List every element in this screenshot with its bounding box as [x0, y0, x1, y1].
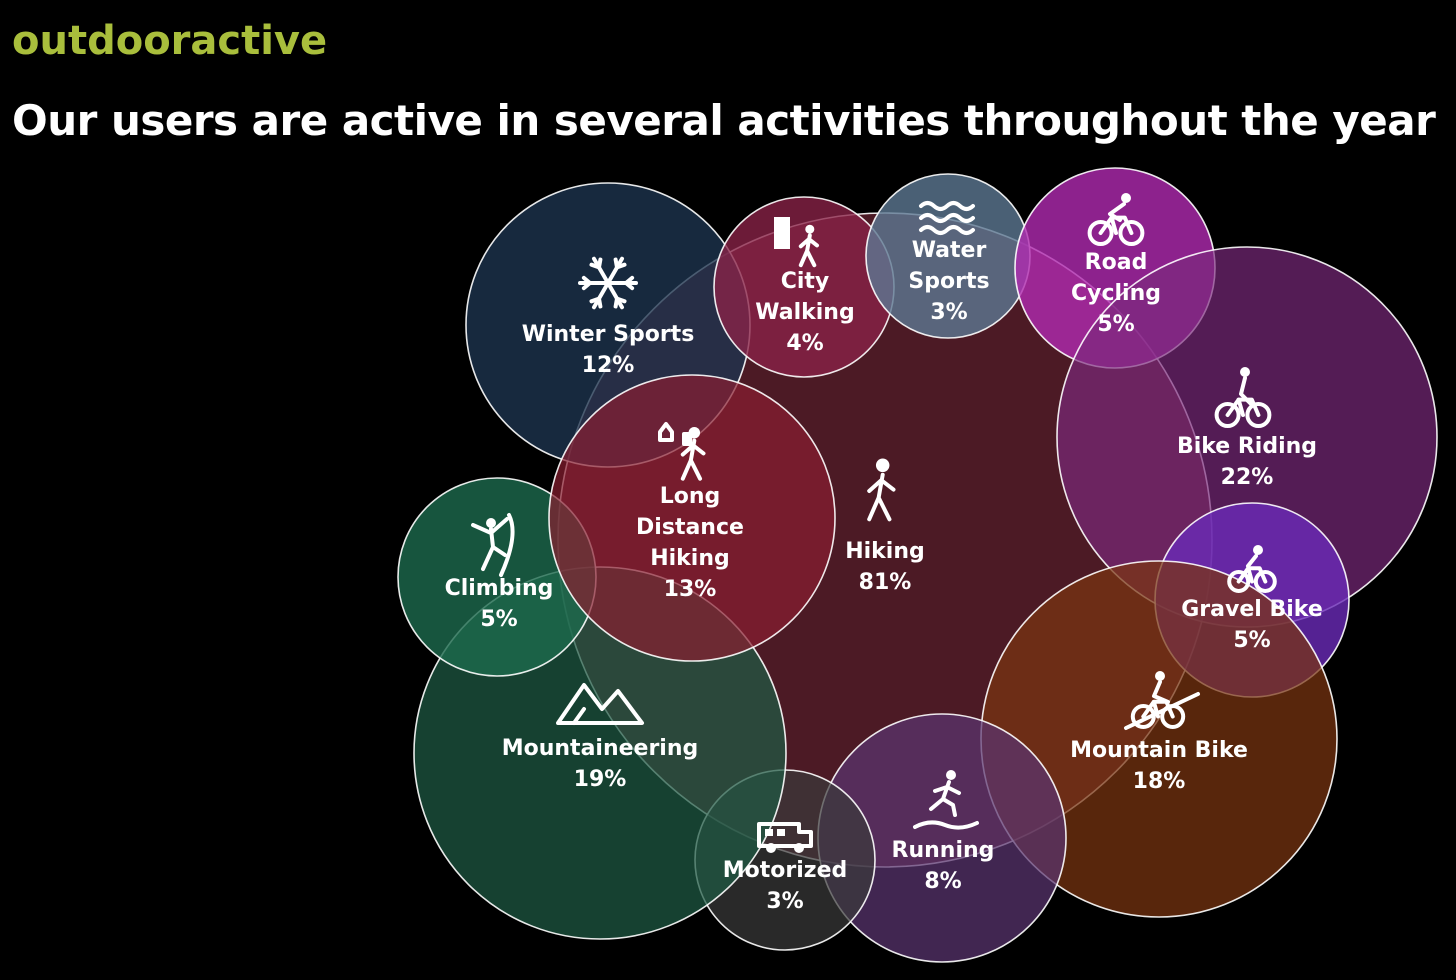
long-distance-hiking-percent: 13%: [664, 577, 717, 602]
winter-sports-percent: 12%: [582, 353, 635, 378]
mountain-bike-percent: 18%: [1133, 769, 1186, 794]
long-distance-hiking-label: Distance: [636, 515, 744, 540]
motorized-percent: 3%: [766, 889, 803, 914]
water-sports-label: Sports: [908, 269, 989, 294]
bike-riding-label: Bike Riding: [1177, 434, 1317, 459]
water-sports-label: Water: [912, 238, 987, 263]
gravel-bike-icon: [1227, 545, 1277, 593]
climbing-icon: [471, 513, 515, 577]
winter-sports-label: Winter Sports: [522, 322, 695, 347]
water-sports-percent: 3%: [930, 300, 967, 325]
climbing-label: Climbing: [445, 576, 554, 601]
road-cycling-icon: [1087, 193, 1145, 246]
gravel-bike-label: Gravel Bike: [1181, 597, 1323, 622]
long-distance-hiking-icon: [658, 422, 706, 481]
mountaineering-label: Mountaineering: [502, 736, 699, 761]
motorized-label: Motorized: [723, 858, 848, 883]
climbing-percent: 5%: [480, 607, 517, 632]
city-walking-percent: 4%: [786, 331, 823, 356]
road-cycling-label: Road: [1085, 250, 1148, 275]
mountain-bike-icon: [1124, 671, 1200, 730]
running-label: Running: [892, 838, 995, 863]
mountaineering-percent: 19%: [574, 767, 627, 792]
city-walking-icon: [774, 217, 819, 268]
snowflake-icon: [578, 256, 638, 310]
city-walking-label: City: [781, 269, 830, 294]
brand-logo-text: outdooractive: [12, 18, 328, 64]
hiking-percent: 81%: [859, 570, 912, 595]
mountain-bike-label: Mountain Bike: [1070, 738, 1248, 763]
hiking-label: Hiking: [845, 539, 925, 564]
road-cycling-percent: 5%: [1097, 312, 1134, 337]
camper-van-icon: [757, 822, 813, 853]
long-distance-hiking-bubble: [548, 374, 836, 662]
gravel-bike-percent: 5%: [1233, 628, 1270, 653]
city-walking-label: Walking: [755, 300, 854, 325]
running-icon: [913, 770, 979, 830]
road-cycling-label: Cycling: [1071, 281, 1161, 306]
mountain-icon: [556, 683, 644, 725]
bike-riding-percent: 22%: [1221, 465, 1274, 490]
bike-icon: [1214, 367, 1272, 428]
long-distance-hiking-label: Long: [660, 484, 721, 509]
running-percent: 8%: [924, 869, 961, 894]
hiking-icon: [867, 458, 896, 522]
long-distance-hiking-label: Hiking: [650, 546, 730, 571]
waves-icon: [919, 201, 975, 235]
page-title: Our users are active in several activiti…: [12, 96, 1436, 145]
